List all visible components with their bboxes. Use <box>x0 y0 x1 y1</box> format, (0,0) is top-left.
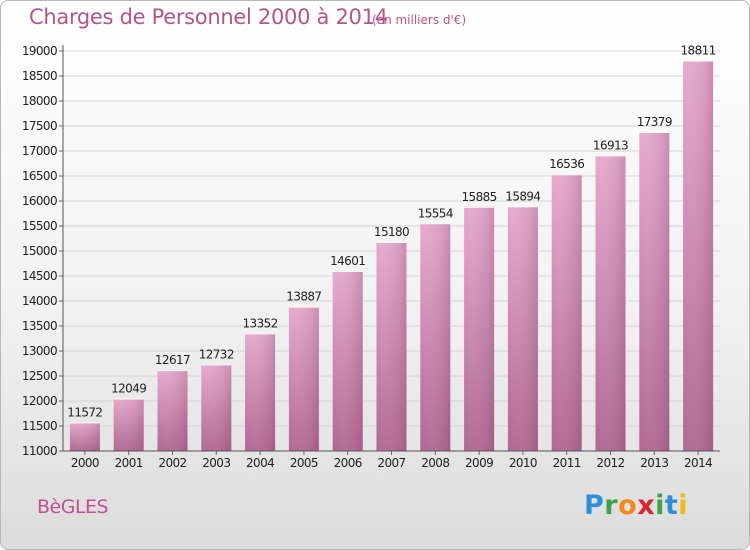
bar-shading <box>376 242 407 451</box>
bar-shading <box>245 333 276 451</box>
y-tick-label: 17500 <box>22 119 57 133</box>
value-label: 15894 <box>505 189 540 203</box>
proxiti-logo: Proxiti <box>584 490 688 521</box>
x-tick-label: 2014 <box>684 456 712 470</box>
y-tick-label: 18000 <box>22 94 57 108</box>
axes <box>62 45 720 452</box>
y-tick-label: 13500 <box>22 319 57 333</box>
bar-shading <box>595 155 626 451</box>
value-label: 16536 <box>549 157 584 171</box>
chart-title: Charges de Personnel 2000 à 2014 <box>29 5 388 29</box>
y-tick-label: 13000 <box>22 344 57 358</box>
x-tick-label: 2002 <box>158 456 186 470</box>
x-tick-label: 2000 <box>71 456 99 470</box>
value-label: 16913 <box>593 138 628 152</box>
x-tick-label: 2001 <box>115 456 143 470</box>
x-tick-label: 2006 <box>334 456 362 470</box>
bar-shading <box>420 223 451 451</box>
y-tick-label: 17000 <box>22 144 57 158</box>
y-tick-label: 19000 <box>22 44 57 58</box>
value-label: 12732 <box>199 347 234 361</box>
y-tick-label: 14000 <box>22 294 57 308</box>
bar-shading <box>507 206 538 451</box>
y-tick-label: 18500 <box>22 69 57 83</box>
value-labels: 11572 12049 12617 12732 13352 13887 14601 15180… <box>67 43 716 419</box>
value-label: 12049 <box>111 382 146 396</box>
chart-subtitle: (en milliers d'€) <box>372 13 467 27</box>
bar-shading <box>113 398 144 451</box>
bars <box>69 60 714 452</box>
x-axis-ticks: 2000 2001 2002 2003 2004 2005 2006 2007 2008 2009… <box>71 451 713 470</box>
value-label: 18811 <box>681 43 716 57</box>
x-tick-label: 2004 <box>246 456 274 470</box>
y-tick-label: 12500 <box>22 369 57 383</box>
x-tick-label: 2008 <box>421 456 449 470</box>
y-tick-label: 16500 <box>22 169 57 183</box>
value-label: 17379 <box>637 115 672 129</box>
value-label: 12617 <box>155 353 190 367</box>
value-label: 15180 <box>374 225 409 239</box>
logo-letter: t <box>664 490 679 521</box>
x-tick-label: 2011 <box>553 456 581 470</box>
x-tick-label: 2010 <box>509 456 537 470</box>
logo-letter: x <box>637 490 656 521</box>
x-tick-label: 2003 <box>202 456 230 470</box>
bar-shading <box>464 206 495 451</box>
x-tick-label: 2005 <box>290 456 318 470</box>
value-label: 15554 <box>418 206 453 220</box>
x-tick-label: 2007 <box>377 456 405 470</box>
y-tick-label: 15000 <box>22 244 57 258</box>
bar-shading <box>683 60 714 451</box>
bar-shading <box>69 422 100 451</box>
x-tick-label: 2013 <box>640 456 668 470</box>
x-tick-label: 2009 <box>465 456 493 470</box>
y-tick-label: 15500 <box>22 219 57 233</box>
value-label: 13887 <box>286 290 321 304</box>
logo-letter: i <box>655 490 665 521</box>
bar-shading <box>157 370 188 451</box>
logo-letter: i <box>678 490 689 521</box>
y-tick-label: 11000 <box>22 444 57 458</box>
y-axis-ticks: 11000 11500 12000 12500 13000 13500 14000 14500… <box>22 44 63 458</box>
x-tick-label: 2012 <box>596 456 624 470</box>
bar-shading <box>201 364 232 451</box>
bar-shading <box>332 270 363 451</box>
commune-name: BèGLES <box>37 496 109 518</box>
value-label: 14601 <box>330 254 365 268</box>
bar-shading <box>288 306 319 451</box>
value-label: 11572 <box>67 405 102 419</box>
logo-letter: r <box>604 490 619 521</box>
bar-shading <box>639 132 670 452</box>
bar-shading <box>551 174 582 451</box>
y-tick-label: 14500 <box>22 269 57 283</box>
value-label: 15885 <box>462 190 497 204</box>
y-tick-label: 12000 <box>22 394 57 408</box>
logo-letter: P <box>584 490 605 521</box>
y-tick-label: 11500 <box>22 419 57 433</box>
logo-letter: o <box>618 490 638 521</box>
y-tick-label: 16000 <box>22 194 57 208</box>
value-label: 13352 <box>243 316 278 330</box>
